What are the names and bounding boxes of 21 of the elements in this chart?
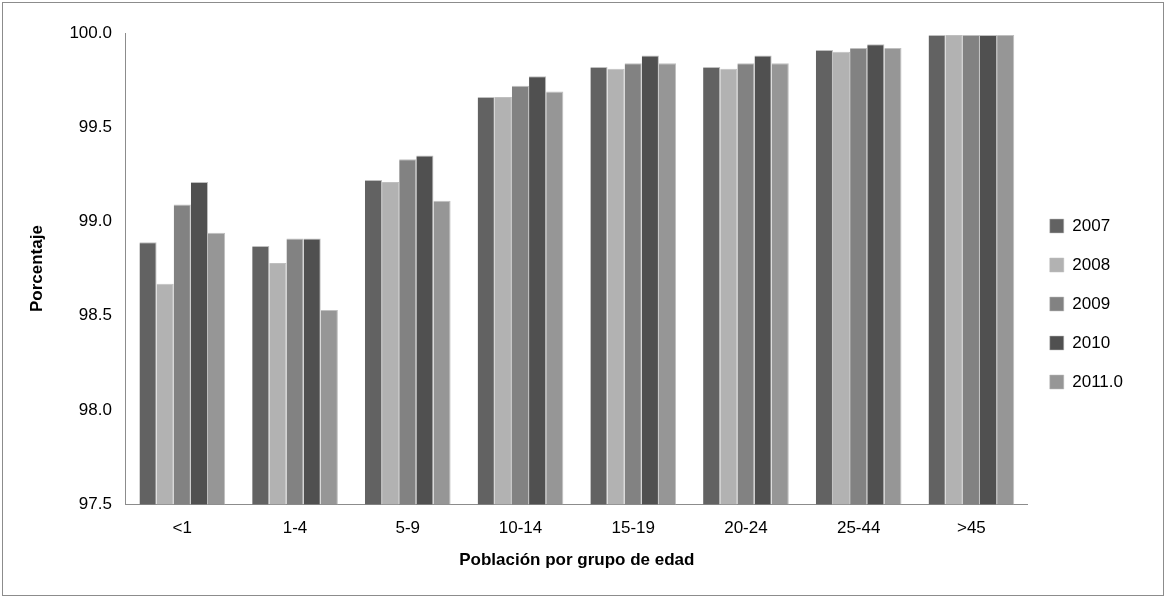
x-tick-label: <1	[172, 518, 192, 538]
x-tick-label: 20-24	[724, 518, 768, 538]
x-tick-label: >45	[956, 518, 986, 538]
x-tick-label: 1-4	[282, 518, 308, 538]
y-tick-label: 97.5	[78, 493, 112, 513]
y-tick-label: 99.5	[78, 116, 112, 136]
x-tick-label: 15-19	[611, 518, 655, 538]
legend-label: 2007	[1072, 215, 1111, 235]
x-tick-label: 10-14	[498, 518, 543, 538]
legend-label: 2011.0	[1072, 371, 1123, 391]
legend-label: 2010	[1072, 332, 1111, 352]
x-tick-label: 25-44	[836, 518, 881, 538]
y-tick-label: 98.5	[78, 305, 112, 325]
legend-label: 2008	[1072, 254, 1111, 274]
y-tick-label: 100.0	[69, 22, 112, 42]
x-axis-title: Población por grupo de edad	[459, 550, 695, 570]
legend-label: 2009	[1072, 293, 1111, 313]
x-tick-label: 5-9	[395, 518, 421, 538]
y-tick-label: 98.0	[78, 399, 112, 419]
y-axis-title: Porcentaje	[26, 225, 46, 313]
y-tick-label: 99.0	[78, 211, 112, 231]
